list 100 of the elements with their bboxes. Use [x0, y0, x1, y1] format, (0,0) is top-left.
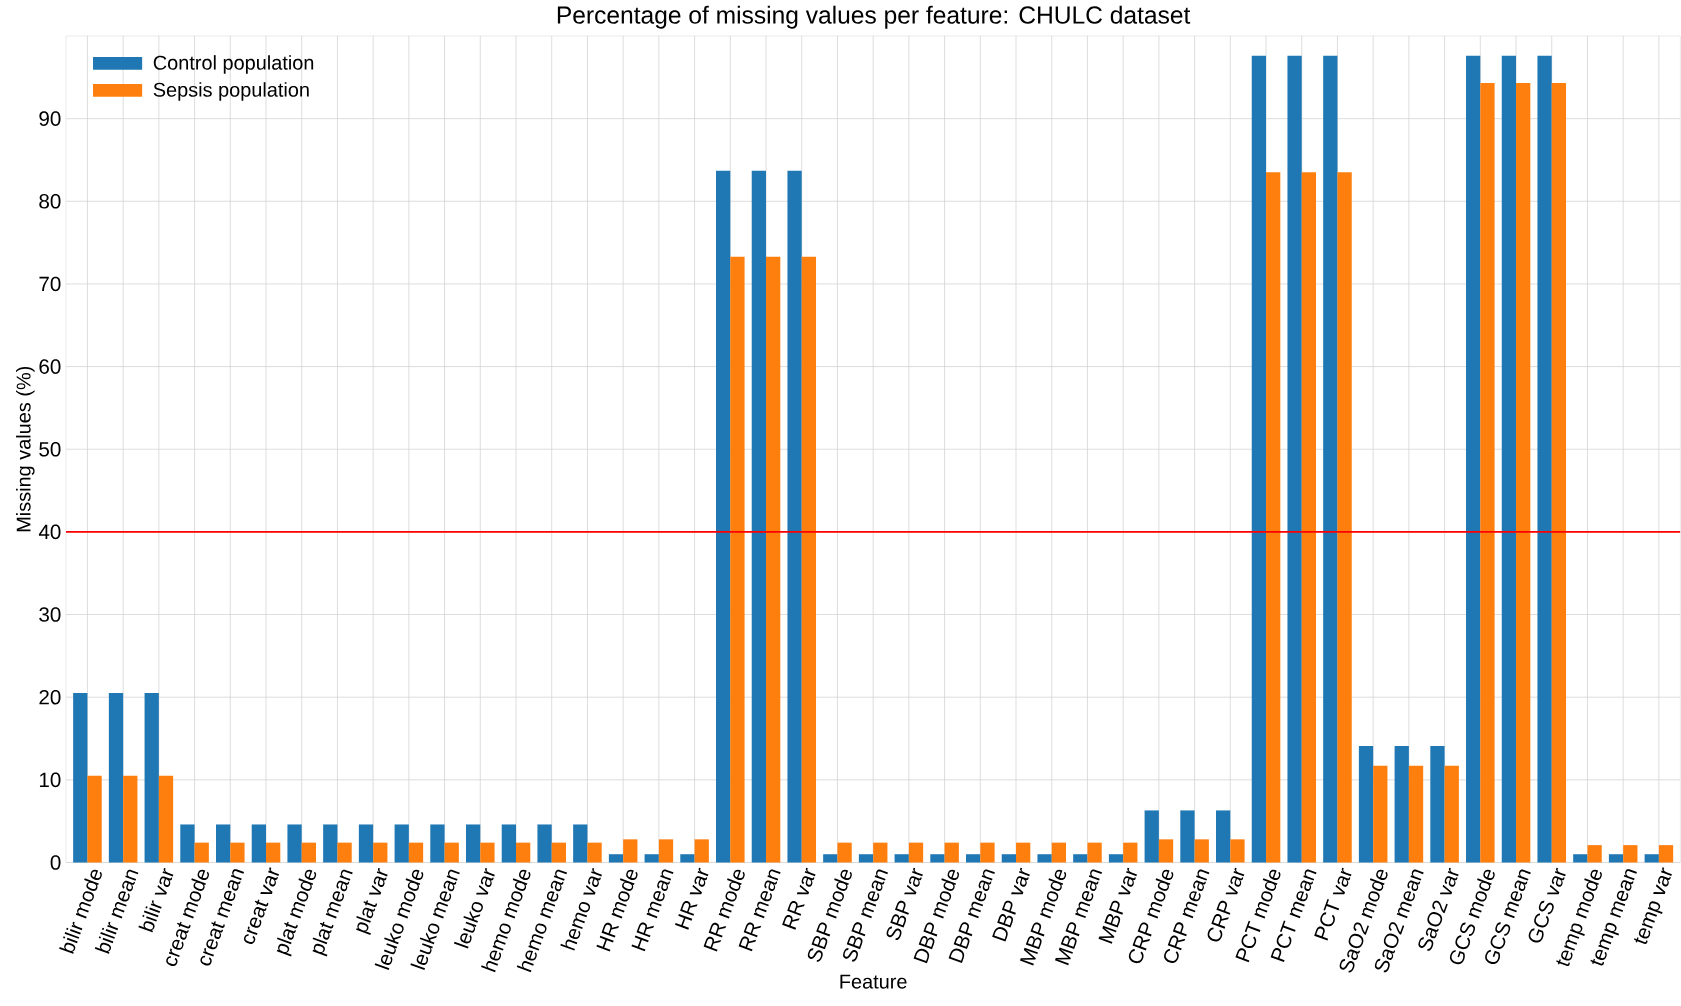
y-tick-label: 0 [50, 854, 61, 870]
x-axis-title: Feature [840, 974, 907, 989]
bar [230, 842, 245, 863]
bar [1158, 839, 1174, 863]
bar [1180, 810, 1195, 863]
x-tick-label: RR var [782, 867, 816, 930]
bar [1608, 854, 1624, 863]
bar [716, 170, 731, 863]
bar [1501, 55, 1517, 863]
bar [1623, 844, 1638, 863]
bar [623, 839, 638, 863]
bar [894, 854, 909, 863]
bar [301, 842, 316, 863]
bar [1587, 844, 1602, 863]
bar [787, 170, 802, 863]
bar [1051, 842, 1067, 863]
bar [694, 839, 709, 863]
bar [837, 842, 852, 863]
bar [1216, 810, 1231, 863]
bar [1037, 854, 1052, 863]
bar [658, 839, 674, 863]
bar [1301, 172, 1317, 863]
bar [87, 775, 102, 863]
bar [251, 824, 266, 863]
bar [644, 854, 659, 863]
bar [1001, 854, 1017, 863]
bar [1087, 842, 1102, 863]
bar [323, 824, 338, 863]
y-tick-label: 80 [39, 193, 61, 209]
y-tick-label: 40 [38, 524, 61, 539]
y-tick-label: 20 [39, 689, 61, 705]
bar [858, 854, 874, 863]
bar [1337, 172, 1352, 863]
bar [823, 854, 838, 863]
bar [444, 842, 459, 863]
bar [573, 824, 588, 863]
legend-label: Sepsis population [153, 81, 309, 101]
bar [394, 824, 409, 863]
bar [1016, 842, 1031, 863]
y-tick-label: 70 [39, 276, 61, 292]
bar [1194, 839, 1209, 863]
bar [908, 842, 924, 863]
bar [1266, 172, 1281, 863]
bar [501, 824, 517, 863]
bar [108, 692, 124, 863]
y-axis-title: Missing values (%) [16, 366, 35, 531]
y-tick-label: 90 [39, 111, 61, 126]
x-tick-label: bilir var [138, 867, 174, 933]
legend-label: Control population [153, 54, 314, 74]
bar [1466, 55, 1481, 863]
bar [1573, 854, 1588, 863]
bar [373, 842, 388, 863]
bar [1373, 765, 1388, 863]
bar [766, 256, 781, 863]
bar [1230, 839, 1245, 863]
bar [1287, 55, 1302, 863]
bar [980, 842, 995, 863]
bar [408, 842, 424, 863]
bar [730, 256, 745, 863]
bar [1108, 854, 1124, 863]
y-tick-label: 60 [39, 359, 61, 374]
bar [144, 692, 159, 863]
y-tick-label: 50 [39, 441, 61, 457]
bar [1123, 842, 1138, 863]
bar [180, 824, 195, 863]
bar [337, 842, 352, 863]
x-tick-label: HR var [675, 867, 709, 930]
bar [266, 842, 281, 863]
bar [1516, 82, 1531, 863]
bar [287, 824, 302, 863]
bar [216, 824, 231, 863]
bar [1394, 745, 1409, 863]
bar [873, 842, 888, 863]
bar [944, 842, 959, 863]
bar [1644, 854, 1659, 863]
bar [516, 842, 531, 863]
bar [1444, 765, 1459, 863]
y-tick-label: 30 [39, 607, 61, 622]
bar [1358, 745, 1374, 863]
bar [1430, 745, 1445, 863]
bar [801, 256, 817, 863]
bar [930, 854, 945, 863]
bar [608, 854, 624, 863]
chart-title: Percentage of missing values per feature: CHULC dataset [557, 5, 1191, 29]
bar [587, 842, 602, 863]
bar [551, 842, 567, 863]
bar [123, 775, 138, 863]
bar [1480, 82, 1495, 863]
bar [1537, 55, 1552, 863]
bar [680, 854, 695, 863]
bar [751, 170, 767, 863]
bar [537, 824, 552, 863]
bar [1144, 810, 1159, 863]
bar [1658, 844, 1674, 863]
bar [966, 854, 981, 863]
bar [158, 775, 174, 863]
bar [1251, 55, 1267, 863]
bar [430, 824, 445, 863]
bar [1323, 55, 1338, 863]
bar [480, 842, 495, 863]
